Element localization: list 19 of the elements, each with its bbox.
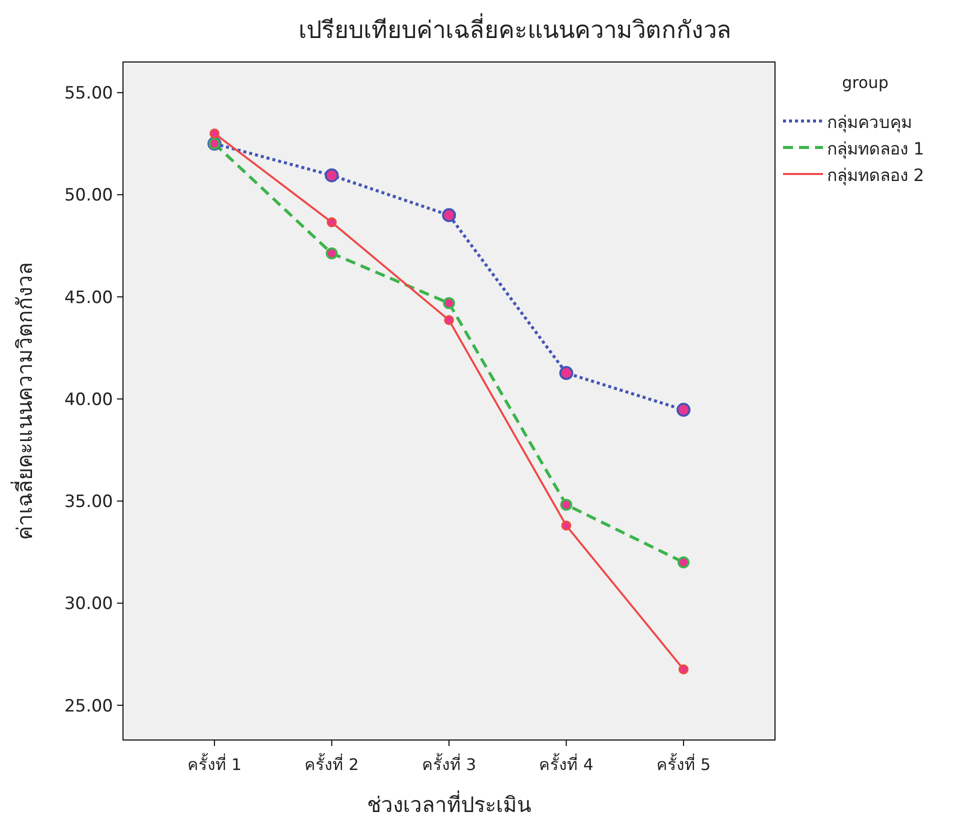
x-tick-label: ครั้งที่ 2 xyxy=(304,753,359,774)
y-tick-label: 30.00 xyxy=(64,594,113,614)
y-tick-label: 55.00 xyxy=(64,84,113,104)
y-tick-label: 40.00 xyxy=(64,390,113,410)
x-tick-label: ครั้งที่ 3 xyxy=(422,753,476,774)
chart-title: เปรียบเทียบค่าเฉลี่ยคะแนนความวิตกกังวล xyxy=(298,13,732,44)
y-tick-label: 50.00 xyxy=(64,186,113,206)
x-tick-label: ครั้งที่ 4 xyxy=(539,753,594,774)
y-tick-label: 45.00 xyxy=(64,288,113,308)
legend-label: กลุ่มทดลอง 2 xyxy=(827,166,924,186)
legend-label: กลุ่มทดลอง 1 xyxy=(827,140,924,160)
legend-label: กลุ่มควบคุม xyxy=(827,113,912,133)
x-tick-label: ครั้งที่ 5 xyxy=(656,753,711,774)
y-tick-label: 25.00 xyxy=(64,696,113,716)
y-axis-title: ค่าเฉลี่ยคะแนนความวิตกกังวล xyxy=(10,262,37,540)
x-axis-title: ช่วงเวลาที่ประเมิน xyxy=(367,790,531,817)
y-tick-label: 35.00 xyxy=(64,492,113,512)
x-tick-label: ครั้งที่ 1 xyxy=(187,753,242,774)
legend-title: group xyxy=(842,73,888,92)
